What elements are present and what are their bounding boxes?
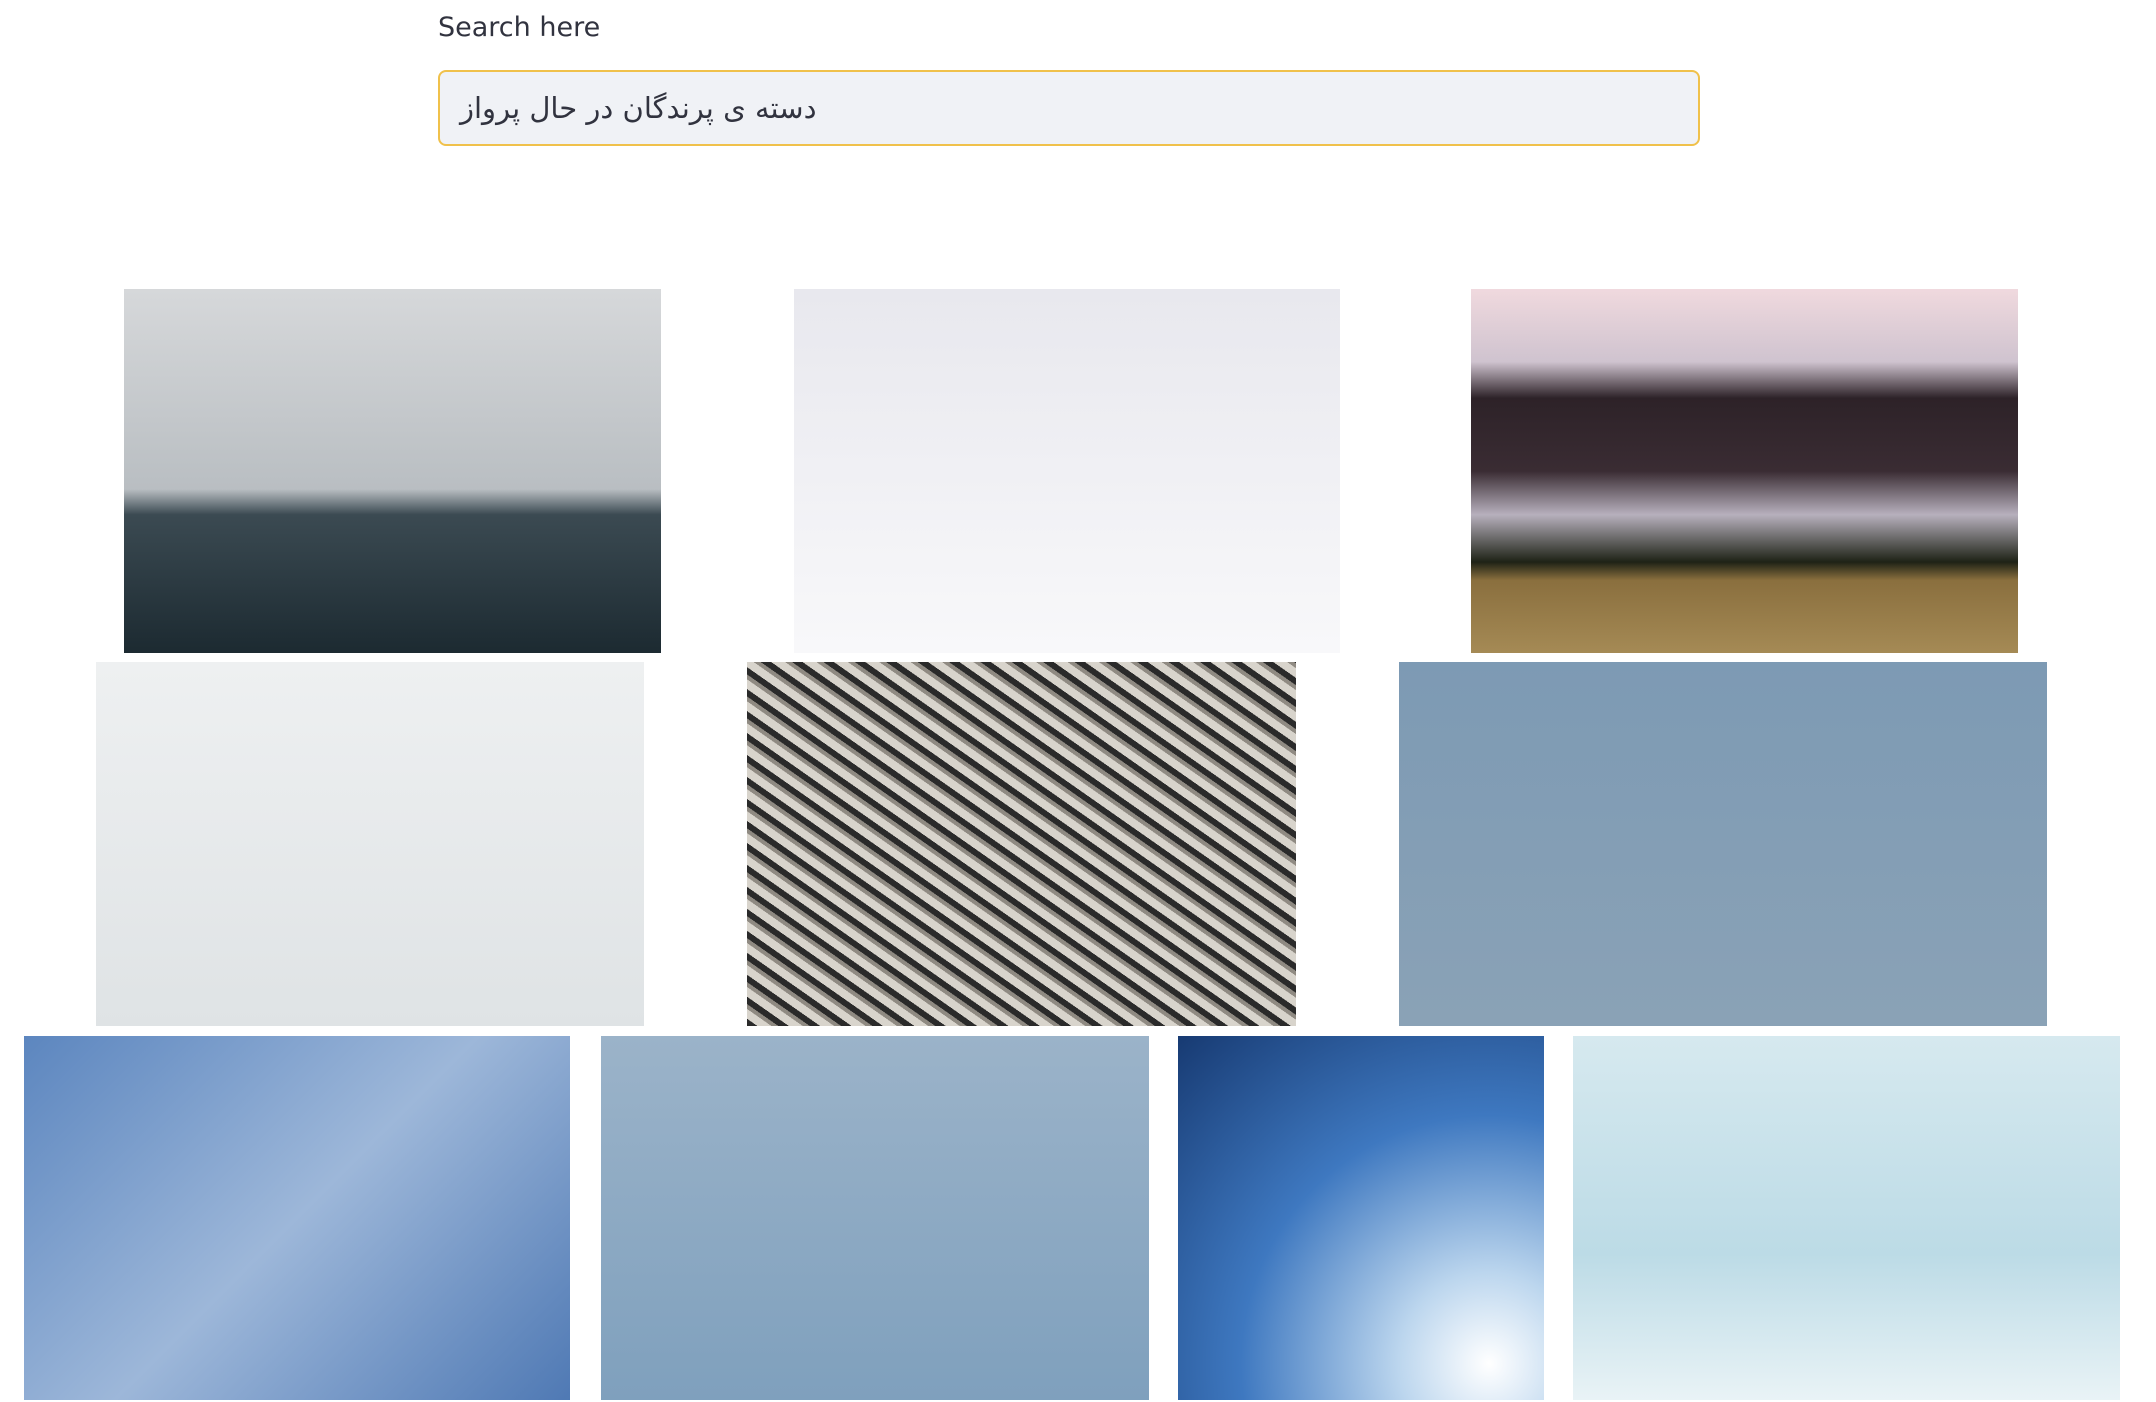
- photo-parrot-kites[interactable]: [1573, 1036, 2120, 1400]
- photo-geese-v[interactable]: [794, 289, 1340, 653]
- photo-flock-sky[interactable]: [1178, 1036, 1544, 1400]
- photo-gulls[interactable]: [96, 662, 644, 1026]
- photo-sea-birds[interactable]: [124, 289, 661, 653]
- photo-snow-geese[interactable]: [747, 662, 1296, 1026]
- search-label: Search here: [438, 12, 601, 43]
- photo-pelicans[interactable]: [1399, 662, 2047, 1026]
- photo-seagulls-blue[interactable]: [24, 1036, 570, 1400]
- photo-murmuration[interactable]: [1471, 289, 2018, 653]
- search-input[interactable]: دسته ی پرندگان در حال پرواز: [438, 70, 1700, 146]
- photo-eagle[interactable]: [601, 1036, 1149, 1400]
